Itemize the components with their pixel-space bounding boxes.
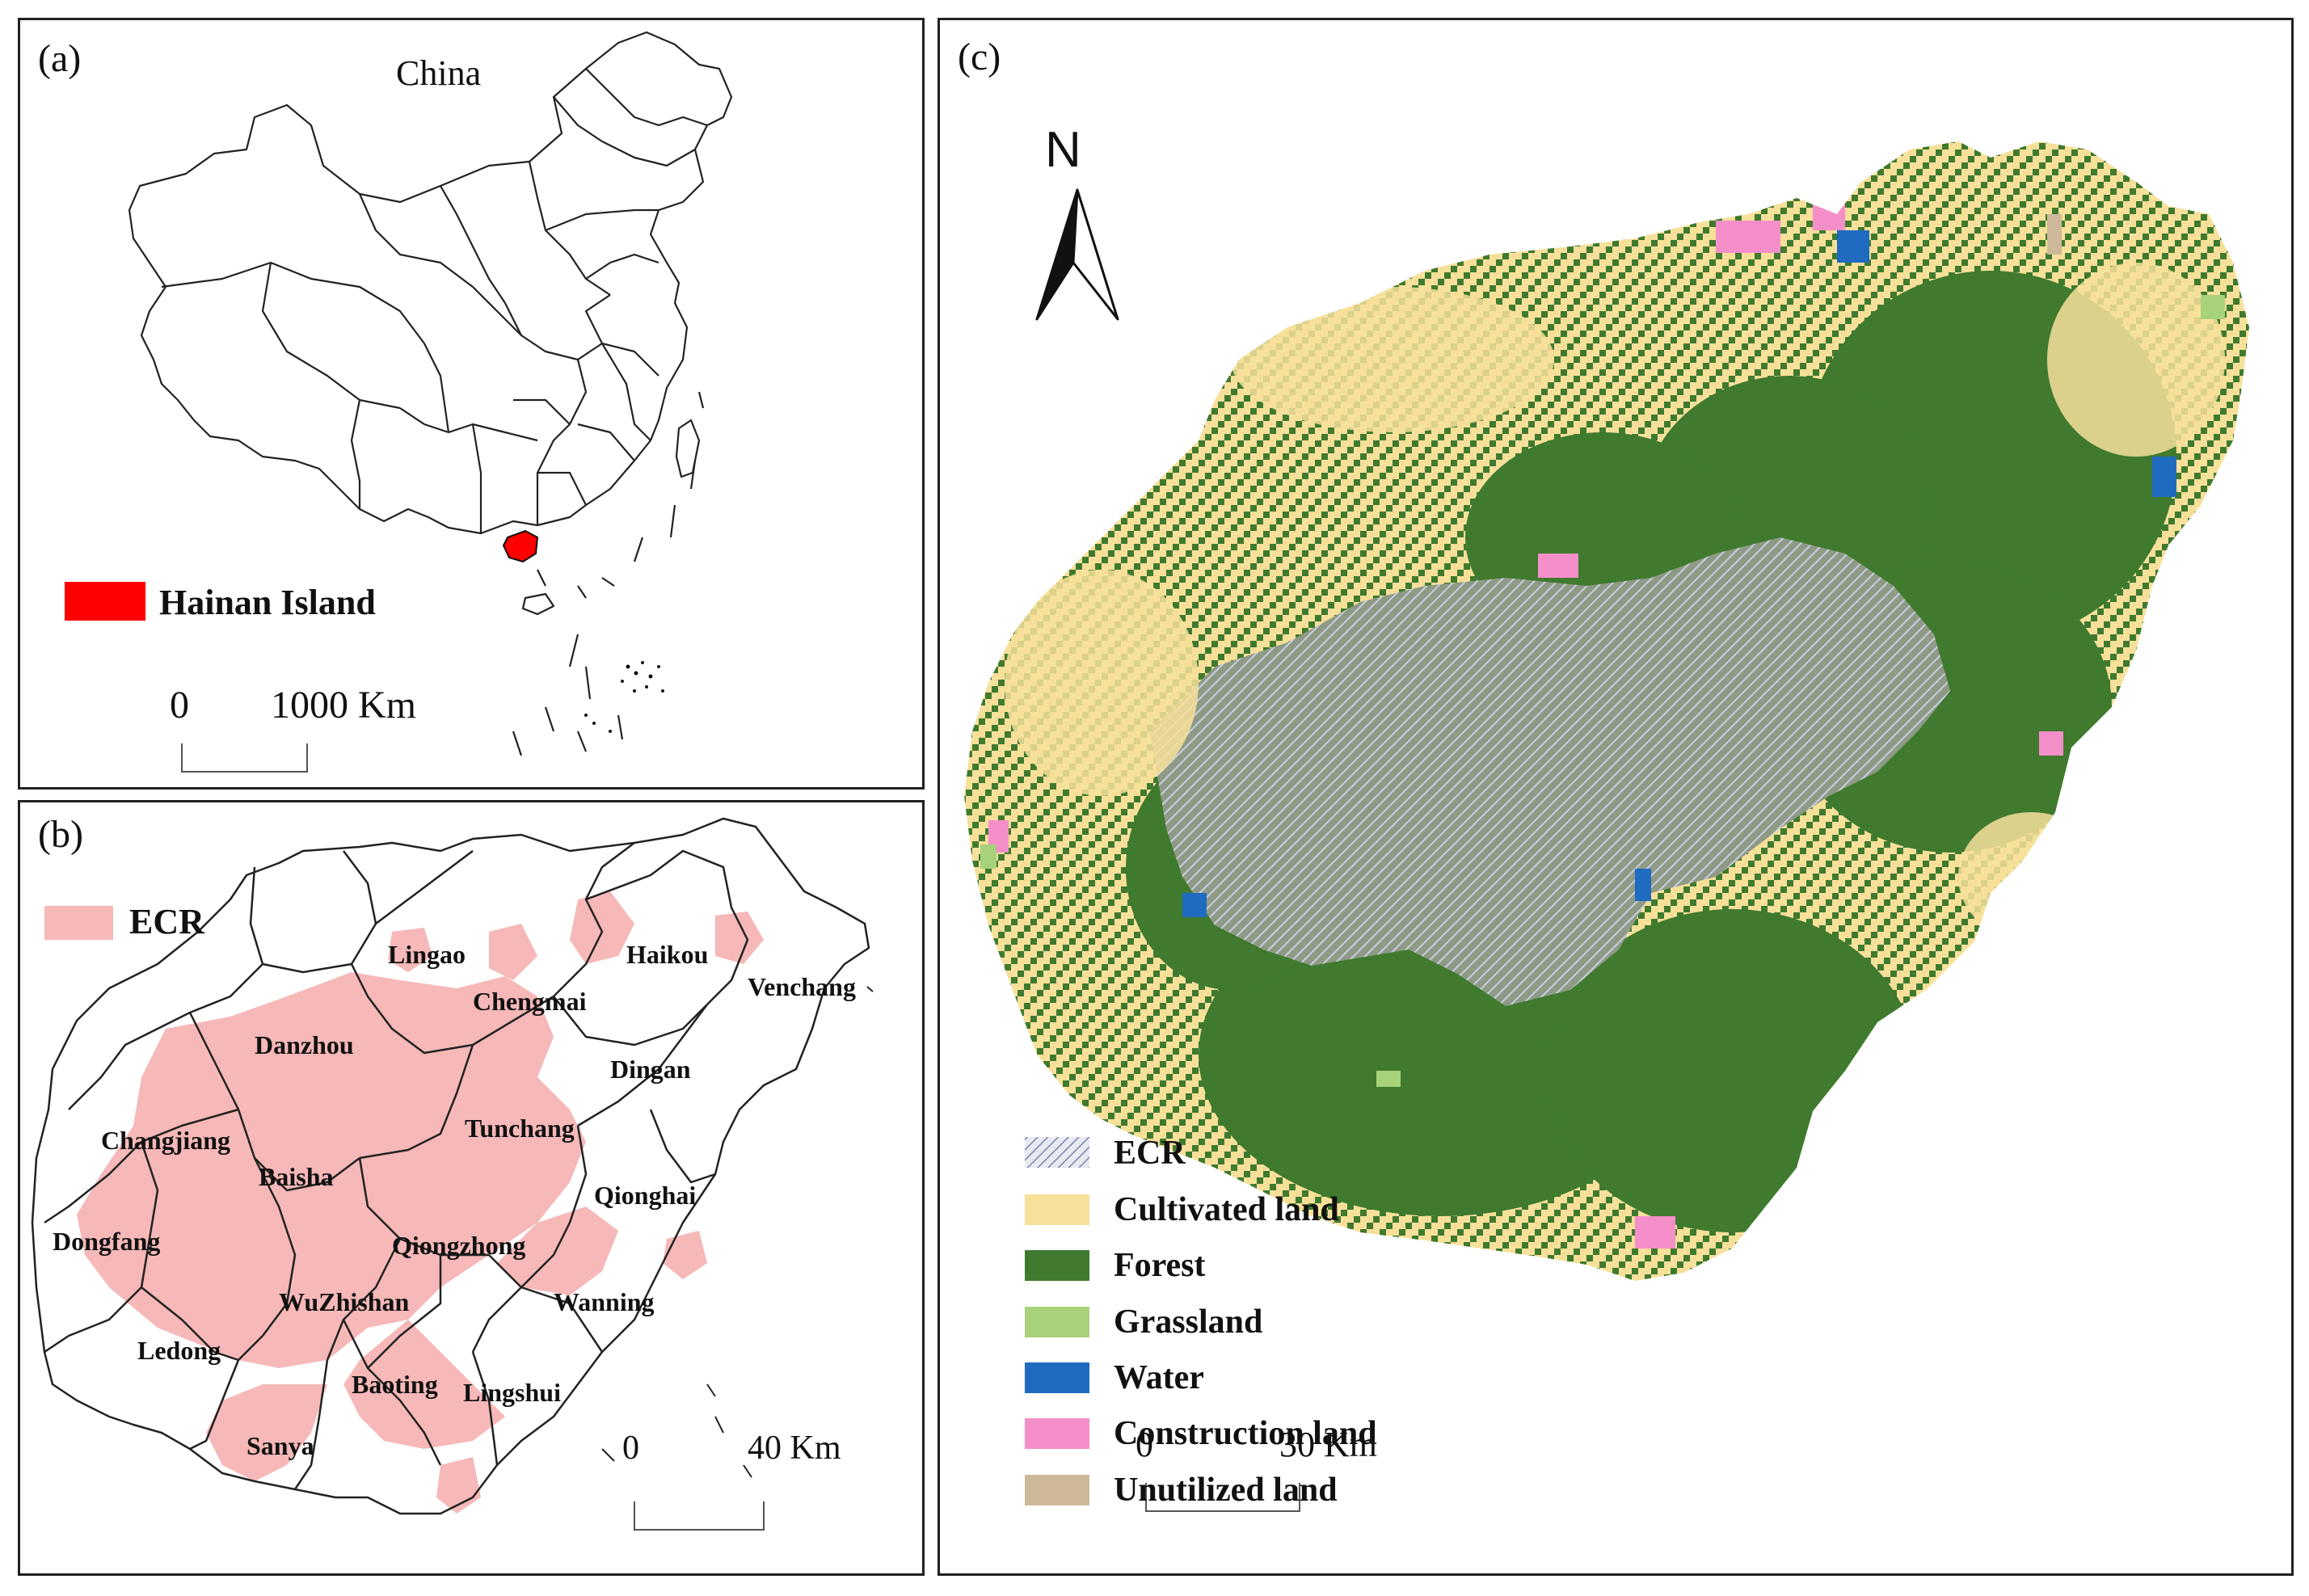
hainan-legend-swatch	[65, 582, 145, 621]
county-baoting: Baoting	[352, 1370, 438, 1399]
county-danzhou: Danzhou	[255, 1030, 354, 1059]
county-sanya: Sanya	[246, 1431, 314, 1460]
scale-a-zero: 0	[170, 684, 189, 726]
scale-a-end: 1000 Km	[271, 684, 416, 726]
landuse-map	[964, 141, 2249, 1512]
panel-a-china-overview: (a)	[18, 18, 925, 790]
ecr-zone	[1150, 537, 1950, 1006]
county-chengmai: Chengmai	[473, 987, 587, 1016]
legend-label-construction: Construction land	[1114, 1415, 1377, 1452]
scale-bar-b	[634, 1501, 765, 1531]
county-changjiang: Changjiang	[101, 1126, 231, 1155]
landuse-raster	[964, 141, 2249, 1281]
county-dongfang: Dongfang	[53, 1227, 161, 1256]
panel-c-label: (c)	[958, 36, 1001, 78]
hainan-island-highlight	[502, 529, 539, 563]
county-lingshui: Lingshui	[463, 1378, 561, 1407]
legend-label-ecr: ECR	[1114, 1135, 1186, 1172]
legend-label-grassland: Grassland	[1114, 1303, 1263, 1341]
legend-label-forest: Forest	[1114, 1247, 1206, 1284]
county-qiongzhong: Qiongzhong	[392, 1231, 526, 1260]
legend-swatch-grassland	[1025, 1307, 1089, 1337]
north-arrow	[1035, 188, 1119, 321]
county-lingao: Lingao	[388, 940, 466, 969]
legend-swatch-cultivated	[1025, 1194, 1089, 1225]
legend-swatch-ecr	[1025, 1137, 1089, 1168]
county-haikou: Haikou	[626, 940, 709, 969]
china-map	[65, 31, 733, 773]
county-wuzhishan: WuZhishan	[279, 1287, 410, 1316]
hainan-county-map	[31, 817, 874, 1531]
scale-bar-c	[1145, 1483, 1300, 1512]
scale-bar-a	[181, 743, 308, 773]
legend-swatch-construction	[1025, 1418, 1089, 1449]
ecr-legend-label-b: ECR	[129, 902, 204, 941]
scale-b-zero: 0	[622, 1430, 639, 1467]
ecr-legend-swatch-b	[44, 906, 113, 940]
panel-b-county-map: (b)	[18, 800, 925, 1576]
legend-label-unutilized: Unutilized land	[1114, 1472, 1338, 1509]
hainan-legend-label: Hainan Island	[159, 583, 376, 622]
north-label: N	[1045, 122, 1081, 178]
scale-c-end: 30 Km	[1279, 1425, 1377, 1464]
panel-c-landuse-map: (c)	[938, 18, 2294, 1576]
china-label: China	[396, 53, 482, 93]
county-baisha: Baisha	[259, 1162, 334, 1191]
county-venchang: Venchang	[748, 972, 856, 1001]
legend-swatch-water	[1025, 1362, 1089, 1393]
china-outline	[128, 31, 733, 535]
legend-swatch-forest	[1025, 1250, 1089, 1281]
legend-swatch-unutilized	[1025, 1475, 1089, 1505]
ecr-patches	[77, 891, 764, 1514]
legend-label-cultivated: Cultivated land	[1114, 1191, 1339, 1228]
county-borders	[31, 817, 870, 1515]
county-ledong: Ledong	[137, 1336, 221, 1365]
legend-label-water: Water	[1114, 1359, 1204, 1396]
panel-a-label: (a)	[38, 37, 82, 80]
county-dingan: Dingan	[610, 1055, 691, 1084]
county-qionghai: Qionghai	[594, 1181, 697, 1210]
panel-b-label: (b)	[38, 813, 83, 856]
county-wanning: Wanning	[554, 1287, 655, 1316]
scale-b-end: 40 Km	[748, 1430, 841, 1467]
county-tunchang: Tunchang	[465, 1114, 575, 1143]
scale-c-zero: 0	[1136, 1425, 1153, 1464]
